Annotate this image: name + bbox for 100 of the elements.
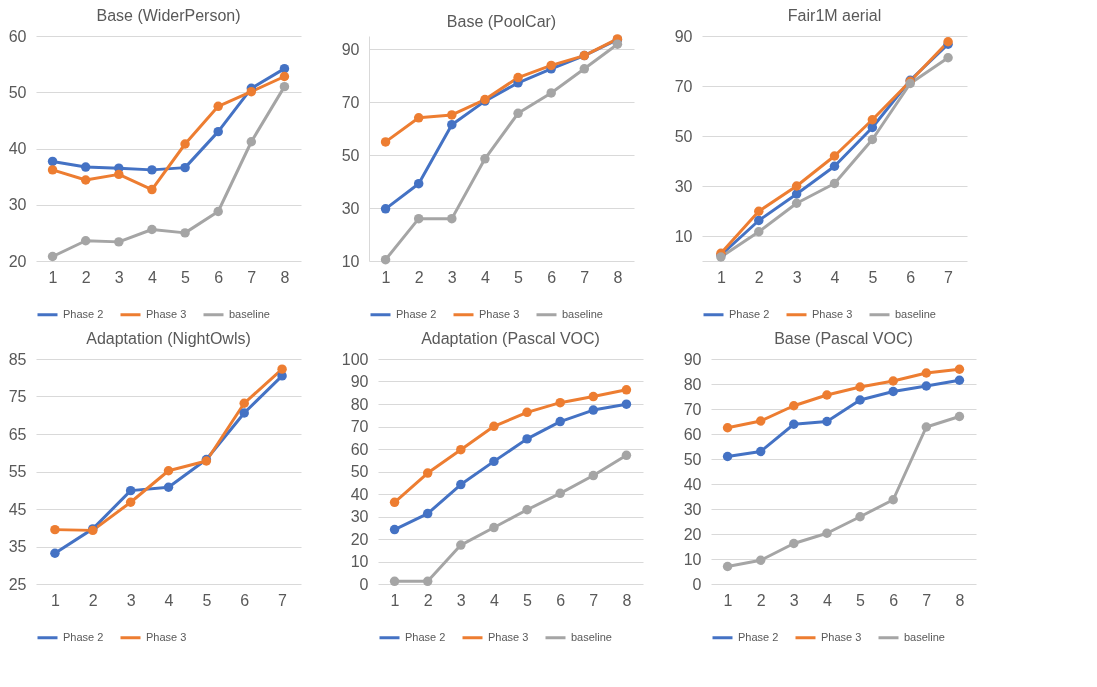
y-tick-label: 50	[8, 83, 27, 101]
y-tick-label: 30	[683, 500, 702, 518]
y-tick-label: 90	[683, 350, 702, 368]
y-tick-label: 10	[341, 252, 360, 270]
y-tick-label: 10	[683, 550, 702, 568]
x-tick-label: 4	[489, 591, 499, 609]
x-tick-label: 3	[114, 268, 124, 286]
legend-label: Phase 3	[146, 630, 187, 643]
y-tick-label: 50	[683, 450, 702, 468]
x-tick-label: 1	[48, 268, 58, 286]
x-tick-label: 5	[514, 268, 524, 286]
x-tick-label: 8	[955, 591, 965, 609]
y-tick-label: 40	[8, 140, 27, 157]
y-tick-label: 60	[8, 27, 27, 45]
x-tick-label: 2	[756, 591, 766, 609]
y-tick-label: 30	[350, 508, 369, 525]
x-tick-label: 5	[202, 591, 212, 609]
x-tick-label: 7	[922, 591, 932, 609]
legend-label: Phase 2	[405, 630, 446, 643]
x-tick-label: 5	[523, 591, 533, 609]
y-tick-label: 40	[350, 485, 369, 503]
x-tick-label: 6	[240, 591, 250, 609]
x-tick-label: 7	[247, 268, 257, 286]
x-tick-label: 8	[622, 591, 632, 609]
legend-label: Phase 2	[729, 307, 770, 320]
legend-label: Phase 2	[63, 307, 104, 320]
y-tick-label: 45	[8, 500, 27, 518]
legend-label: Phase 2	[63, 630, 104, 643]
y-tick-label: 25	[8, 575, 27, 593]
legend-label: Phase 3	[821, 630, 862, 643]
x-tick-label: 6	[214, 268, 224, 286]
x-tick-label: 6	[906, 268, 916, 286]
legend-label: baseline	[571, 630, 612, 643]
y-tick-label: 75	[8, 388, 27, 405]
y-tick-label: 65	[8, 425, 27, 443]
x-tick-label: 2	[88, 591, 98, 609]
y-tick-label: 20	[683, 525, 702, 543]
x-tick-label: 2	[414, 268, 424, 286]
legend-label: baseline	[562, 307, 603, 320]
x-tick-label: 1	[390, 591, 400, 609]
y-tick-label: 90	[341, 40, 360, 58]
chart-title: Base (Pascal VOC)	[774, 330, 913, 347]
y-tick-label: 20	[350, 530, 369, 548]
legend-label: baseline	[229, 307, 270, 320]
x-tick-label: 3	[792, 268, 802, 286]
x-tick-label: 6	[556, 591, 566, 609]
x-tick-label: 3	[126, 591, 136, 609]
legend-label: baseline	[904, 630, 945, 643]
chart-title: Adaptation (Pascal VOC)	[421, 330, 600, 347]
y-tick-label: 30	[674, 177, 693, 195]
x-tick-label: 3	[447, 268, 457, 286]
y-tick-label: 85	[8, 350, 27, 368]
chart-title: Fair1M aerial	[787, 7, 882, 24]
y-tick-label: 30	[8, 196, 27, 214]
legend-label: Phase 3	[812, 307, 853, 320]
x-tick-label: 4	[480, 268, 490, 286]
legend-label: Phase 3	[479, 307, 520, 320]
y-tick-label: 40	[683, 475, 702, 493]
y-tick-label: 60	[683, 425, 702, 443]
x-tick-label: 5	[868, 268, 878, 286]
y-tick-label: 35	[8, 538, 27, 555]
legend-label: Phase 3	[146, 307, 187, 320]
x-tick-label: 4	[830, 268, 840, 286]
y-tick-label: 50	[674, 127, 693, 145]
x-tick-label: 2	[754, 268, 764, 286]
y-tick-label: 70	[683, 400, 702, 418]
x-tick-label: 7	[944, 268, 954, 286]
x-tick-label: 1	[723, 591, 733, 609]
x-tick-label: 3	[456, 591, 466, 609]
chart-title: Base (PoolCar)	[446, 13, 557, 31]
y-tick-label: 70	[674, 77, 693, 95]
x-tick-label: 7	[278, 591, 288, 609]
x-tick-label: 8	[613, 268, 623, 286]
legend-label: Phase 2	[396, 307, 437, 320]
x-tick-label: 1	[50, 591, 60, 609]
y-tick-label: 10	[674, 227, 693, 245]
chart-title: Base (WiderPerson)	[96, 7, 241, 24]
y-tick-label: 80	[350, 395, 369, 413]
legend-label: Phase 3	[488, 630, 529, 643]
y-tick-label: 70	[341, 93, 360, 111]
x-tick-label: 3	[789, 591, 799, 609]
x-tick-label: 1	[716, 268, 726, 286]
y-tick-label: 60	[350, 440, 369, 458]
legend-label: Phase 2	[738, 630, 779, 643]
x-tick-label: 2	[423, 591, 433, 609]
y-tick-label: 100	[341, 350, 369, 368]
y-tick-label: 0	[692, 575, 702, 593]
legend-label: baseline	[895, 307, 936, 320]
y-tick-label: 10	[350, 553, 369, 570]
y-tick-label: 55	[8, 463, 27, 480]
y-tick-label: 20	[8, 252, 27, 270]
x-tick-label: 4	[822, 591, 832, 609]
x-tick-label: 7	[589, 591, 599, 609]
x-tick-label: 5	[181, 268, 191, 286]
y-tick-label: 50	[341, 146, 360, 164]
x-tick-label: 1	[381, 268, 391, 286]
x-tick-label: 4	[147, 268, 157, 286]
y-tick-label: 90	[674, 27, 693, 45]
x-tick-label: 5	[856, 591, 866, 609]
chart-title: Adaptation (NightOwls)	[86, 330, 251, 347]
